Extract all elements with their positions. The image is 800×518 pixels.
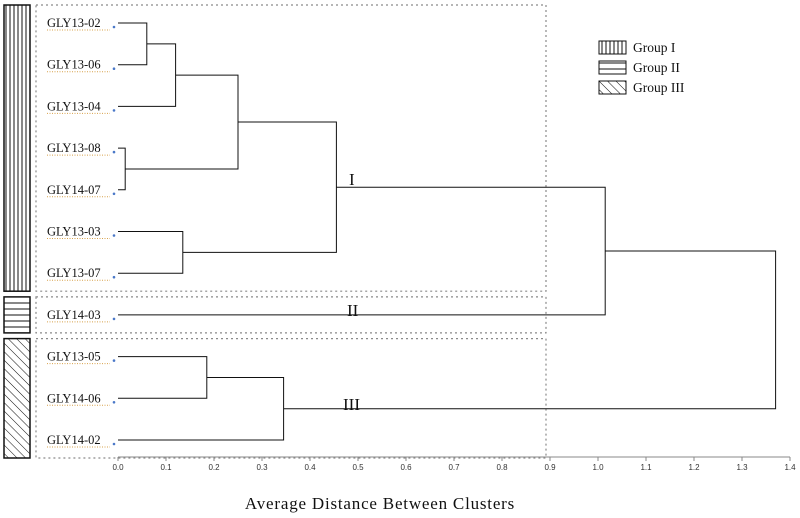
branch-merge-8 [118,356,208,399]
group-bar-3 [3,337,31,459]
leaf-marker [112,25,116,29]
leaf-label: GLY13-08 [47,141,101,155]
legend: Group I Group II Group III [598,40,685,95]
dendrogram-branches [118,22,777,441]
group-bar-1 [3,4,31,292]
leaf-label: GLY14-06 [47,391,101,405]
group-bars [3,4,31,459]
x-axis-tick-label: 0.7 [448,463,460,472]
branch-merge-7 [118,186,606,316]
legend-swatch-2 [598,60,627,75]
branch-merge-10 [283,250,777,410]
x-axis-tick-label: 1.4 [784,463,796,472]
leaf-marker [112,275,116,279]
cluster-label-3: III [343,395,360,414]
leaf-label: GLY13-04 [47,99,101,113]
cluster-frames [35,4,547,459]
branch-merge-1 [118,22,148,66]
leaf-marker [112,234,116,237]
leaf-marker [112,442,116,446]
branch-merge-3 [118,147,126,191]
x-axis-tick-label: 0.2 [208,463,220,472]
legend-label-2: Group II [633,60,680,75]
x-axis-tick-label: 1.2 [688,463,700,472]
x-axis-tick-label: 1.1 [640,463,652,472]
leaf-marker [112,401,116,404]
leaf-label: GLY13-05 [47,350,101,364]
x-axis-tick-label: 0.1 [160,463,172,472]
x-axis-tick-label: 1.3 [736,463,748,472]
leaf-label: GLY14-07 [47,183,101,197]
x-axis-tick-label: 0.5 [352,463,364,472]
x-axis-tick-label: 0.8 [496,463,508,472]
cluster-frame-2 [35,296,547,334]
legend-label-1: Group I [633,40,676,55]
leaf-marker [112,67,116,70]
legend-swatch-3 [598,80,627,95]
x-axis-tick-label: 1.0 [592,463,604,472]
x-axis-tick-label: 0.0 [112,463,124,472]
x-axis-tick-label: 0.6 [400,463,412,472]
leaf-label: GLY13-06 [47,58,101,72]
leaf-marker [112,192,116,196]
branch-merge-9 [118,376,285,441]
leaf-label: GLY14-03 [47,308,101,322]
cluster-label-1: I [349,170,355,189]
leaf-marker [112,150,116,154]
leaf-label: GLY14-02 [47,433,101,447]
leaf-marker [112,359,116,362]
x-axis-tick-label: 0.4 [304,463,316,472]
leaf-label: GLY13-03 [47,225,101,239]
cluster-frame-1 [35,4,547,292]
leaf-marker [112,317,116,321]
branch-merge-5 [118,231,184,274]
cluster-frame-3 [35,338,547,459]
group-bar-2 [3,296,31,334]
branch-merge-4 [125,74,239,170]
leaf-label: GLY13-07 [47,266,101,280]
x-axis-title: Average Distance Between Clusters [245,494,515,513]
x-axis: 0.0 0.1 0.2 0.3 0.4 0.5 0.6 0.7 0.8 0.9 1.0 1.1 1.2 1… [112,456,796,472]
legend-label-3: Group III [633,80,685,95]
branch-merge-6 [182,121,337,253]
x-axis-tick-label: 0.9 [544,463,556,472]
cluster-label-2: II [347,301,359,320]
leaf-marker [112,109,116,112]
leaf-label: GLY13-02 [47,16,101,30]
leaf-labels: GLY13-02 GLY13-06 GLY13-04 GLY13-08 GLY14-07… [47,16,116,448]
x-axis-tick-label: 0.3 [256,463,268,472]
legend-swatch-1 [598,40,627,55]
